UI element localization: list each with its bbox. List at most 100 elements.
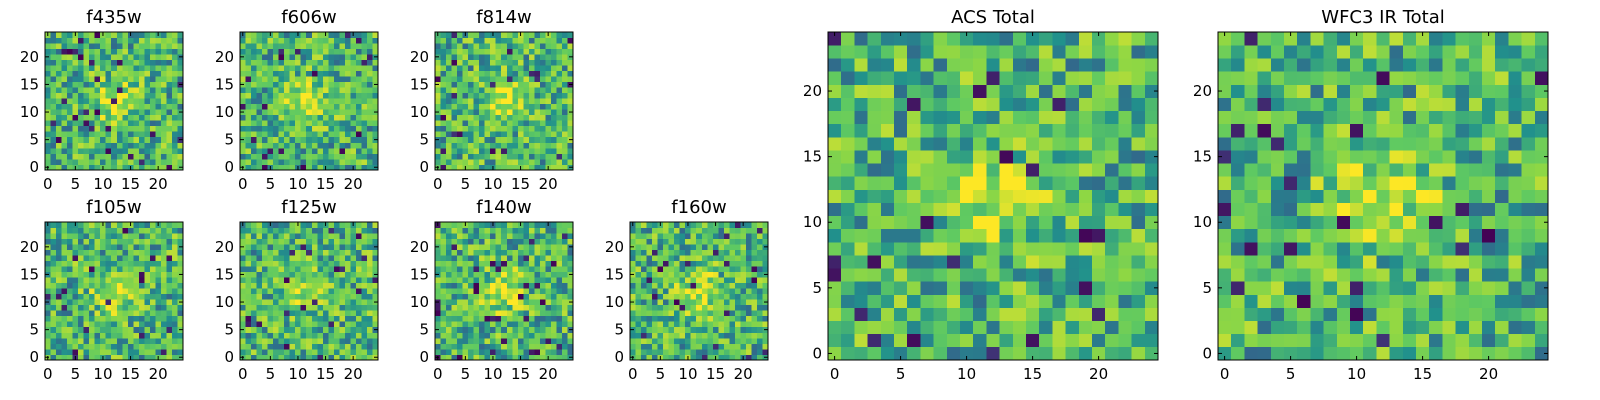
heatmap-cell <box>344 227 351 234</box>
heatmap-cell <box>311 59 318 66</box>
heatmap-cell <box>657 288 664 295</box>
heatmap-cell <box>133 227 140 234</box>
heatmap-cell <box>712 233 719 239</box>
heatmap-cell <box>528 48 535 55</box>
heatmap-cell <box>960 268 974 282</box>
heatmap-cell <box>127 48 134 55</box>
heatmap-cell <box>306 103 313 110</box>
heatmap-cell <box>539 32 546 38</box>
heatmap-cell <box>372 249 379 256</box>
panel-title: f140w <box>476 197 531 218</box>
heatmap-cell <box>171 136 178 143</box>
heatmap-cell <box>45 238 51 245</box>
heatmap-cell <box>89 299 96 306</box>
heatmap-cell <box>328 288 335 295</box>
heatmap-cell <box>61 249 68 256</box>
heatmap-cell <box>273 98 279 105</box>
heatmap-cell <box>484 282 491 289</box>
heatmap-cell <box>372 315 379 322</box>
heatmap-cell <box>523 271 530 278</box>
heatmap-cell <box>701 238 708 245</box>
heatmap-cell <box>72 131 79 138</box>
heatmap-cell <box>61 326 68 333</box>
heatmap-cell <box>1065 189 1080 203</box>
heatmap-cell <box>550 59 557 66</box>
heatmap-cell <box>462 43 469 49</box>
heatmap-cell <box>372 114 379 121</box>
heatmap-cell <box>322 43 329 49</box>
heatmap-cell <box>171 48 178 55</box>
heatmap-cell <box>278 98 285 105</box>
heatmap-cell <box>67 299 73 306</box>
heatmap-cell <box>501 222 508 228</box>
heatmap-cell <box>122 59 129 66</box>
heatmap-cell <box>641 238 647 245</box>
heatmap-cell <box>333 120 340 127</box>
heatmap-cell <box>94 59 101 66</box>
heatmap-cell <box>1144 333 1159 348</box>
heatmap-cell <box>72 249 79 256</box>
heatmap-cell <box>446 332 452 339</box>
heatmap-cell <box>273 249 279 256</box>
heatmap-cell <box>300 48 307 55</box>
heatmap-cell <box>468 282 474 289</box>
heatmap-cell <box>372 282 379 289</box>
heatmap-cell <box>328 164 335 171</box>
heatmap-cell <box>561 288 568 295</box>
heatmap-cell <box>663 326 669 333</box>
heatmap-cell <box>72 153 79 160</box>
heatmap-cell <box>517 277 524 284</box>
heatmap-cell <box>355 299 362 306</box>
heatmap-cell <box>317 153 324 160</box>
heatmap-cell <box>506 114 513 121</box>
heatmap-cell <box>523 255 530 261</box>
heatmap-cell <box>652 304 658 311</box>
heatmap-cell <box>328 321 335 328</box>
heatmap-cell <box>534 92 541 99</box>
heatmap-cell <box>435 48 441 55</box>
heatmap-cell <box>83 337 90 344</box>
heatmap-cell <box>894 176 908 190</box>
heatmap-cell <box>361 32 368 38</box>
heatmap-cell <box>506 354 513 361</box>
heatmap-cell <box>361 92 368 99</box>
heatmap-cell <box>45 98 51 105</box>
heatmap-cell <box>361 271 368 278</box>
heatmap-cell <box>723 321 730 328</box>
heatmap-cell <box>545 293 552 300</box>
heatmap-cell <box>300 244 307 250</box>
heatmap-cell <box>556 48 563 55</box>
heatmap-cell <box>495 293 502 300</box>
heatmap-cell <box>317 304 324 311</box>
heatmap-cell <box>668 260 675 267</box>
heatmap-cell <box>446 158 452 165</box>
heatmap-cell <box>545 131 552 138</box>
heatmap-cell <box>295 304 302 311</box>
heatmap-cell <box>149 282 156 289</box>
heatmap-cell <box>339 326 346 333</box>
heatmap-cell <box>240 277 246 284</box>
heatmap-cell <box>116 266 123 273</box>
heatmap-cell <box>355 255 362 261</box>
heatmap-cell <box>828 241 842 256</box>
heatmap-cell <box>484 43 491 49</box>
heatmap-cell <box>144 43 151 49</box>
heatmap-cell <box>495 92 502 99</box>
heatmap-cell <box>495 164 502 171</box>
heatmap-cell <box>451 332 458 339</box>
heatmap-cell <box>523 164 530 171</box>
heatmap-cell <box>668 282 675 289</box>
heatmap-cell <box>361 304 368 311</box>
heatmap-cell <box>306 238 313 245</box>
heatmap-cell <box>256 244 263 250</box>
heatmap-cell <box>867 241 882 256</box>
heatmap-cell <box>556 125 563 132</box>
heatmap-cell <box>361 70 368 77</box>
heatmap-cell <box>528 92 535 99</box>
heatmap-cell <box>506 54 513 60</box>
heatmap-cell <box>245 43 252 49</box>
heatmap-cell <box>311 125 318 132</box>
heatmap-cell <box>462 321 469 328</box>
heatmap-cell <box>523 233 530 239</box>
heatmap-cell <box>479 109 486 116</box>
